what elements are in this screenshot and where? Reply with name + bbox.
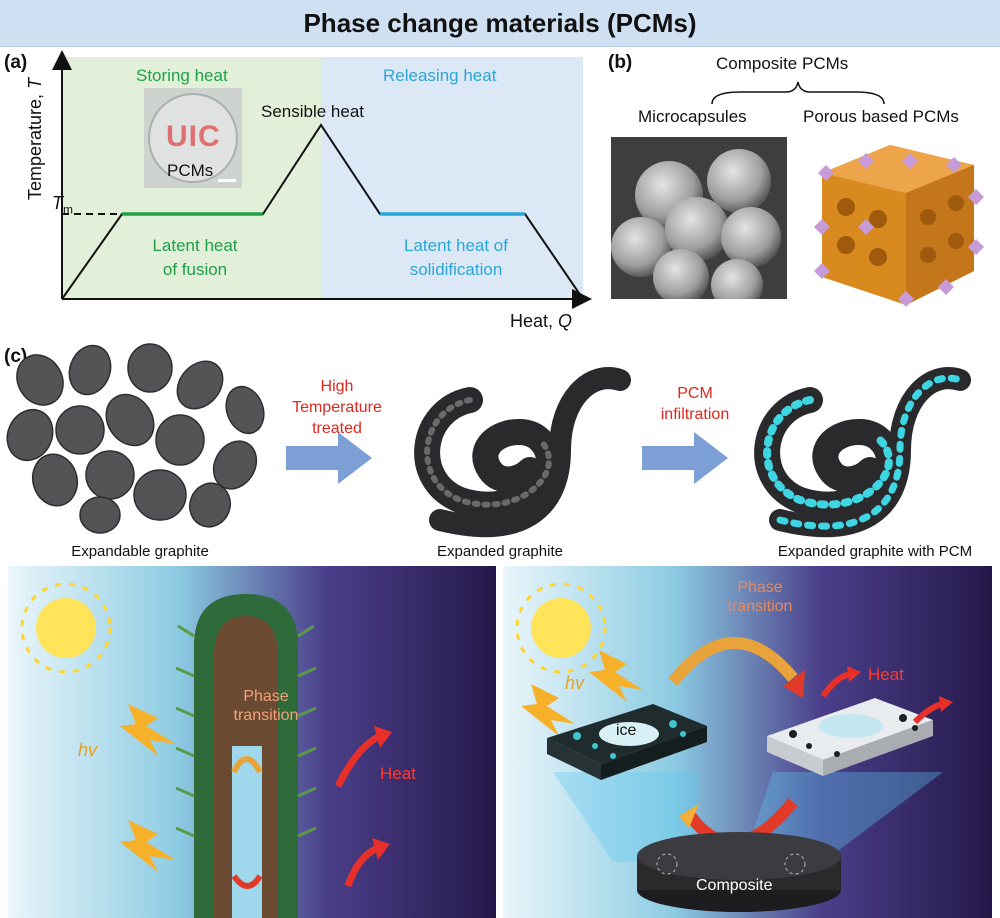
microcapsules-label: Microcapsules bbox=[638, 107, 747, 127]
expandable-graphite-caption: Expandable graphite bbox=[30, 543, 250, 560]
composite-pcms-label: Composite PCMs bbox=[716, 54, 848, 74]
sensible-heat-label: Sensible heat bbox=[261, 102, 364, 122]
process-arrow-1 bbox=[286, 432, 372, 484]
latent-solidification-label: Latent heat of solidification bbox=[386, 234, 526, 282]
phase-transition-label-right: Phase transition bbox=[710, 578, 810, 616]
composite-scene-image bbox=[503, 566, 992, 918]
latent-fusion-label: Latent heat of fusion bbox=[135, 234, 255, 282]
title-banner: Phase change materials (PCMs) bbox=[0, 0, 1000, 47]
expanded-graphite-pcm-image bbox=[767, 378, 960, 526]
composite-label: Composite bbox=[696, 877, 772, 895]
y-axis-label: Temperature, T bbox=[25, 78, 46, 200]
composite-brace bbox=[700, 76, 900, 106]
expanded-graphite-caption: Expanded graphite bbox=[400, 543, 600, 560]
hv-label-left: hv bbox=[78, 740, 97, 761]
ice-label: ice bbox=[616, 722, 636, 740]
arrow-2-label: PCM infiltration bbox=[650, 383, 740, 425]
phase-transition-label-left: Phase transition bbox=[222, 687, 310, 725]
heat-label-right: Heat bbox=[868, 665, 904, 685]
hv-label-right: hv bbox=[565, 673, 584, 694]
phase-change-diagram bbox=[0, 46, 600, 346]
expanded-graphite-image bbox=[427, 378, 620, 526]
expandable-graphite-image bbox=[0, 340, 270, 533]
photo-label: PCMs bbox=[167, 161, 213, 181]
process-arrow-2 bbox=[642, 432, 728, 484]
releasing-heat-label: Releasing heat bbox=[383, 66, 496, 86]
x-axis-label: Heat, Q bbox=[510, 311, 572, 332]
photo-logo: UIC bbox=[166, 120, 221, 154]
graphite-process-images bbox=[0, 340, 1000, 540]
page-title: Phase change materials (PCMs) bbox=[303, 8, 696, 39]
storing-heat-label: Storing heat bbox=[136, 66, 228, 86]
expanded-graphite-pcm-caption: Expanded graphite with PCM bbox=[755, 543, 995, 560]
composite-disc bbox=[637, 832, 841, 912]
tm-label: Tm bbox=[52, 193, 73, 217]
arrow-1-label: High Temperature treated bbox=[292, 376, 382, 439]
heat-label-left: Heat bbox=[380, 764, 416, 784]
microcapsules-image bbox=[611, 137, 787, 299]
porous-pcm-image bbox=[798, 137, 984, 309]
panel-b-label: (b) bbox=[608, 52, 632, 74]
porous-pcms-label: Porous based PCMs bbox=[803, 107, 959, 127]
